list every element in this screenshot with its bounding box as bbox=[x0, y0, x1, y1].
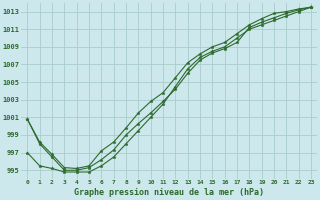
X-axis label: Graphe pression niveau de la mer (hPa): Graphe pression niveau de la mer (hPa) bbox=[74, 188, 264, 197]
